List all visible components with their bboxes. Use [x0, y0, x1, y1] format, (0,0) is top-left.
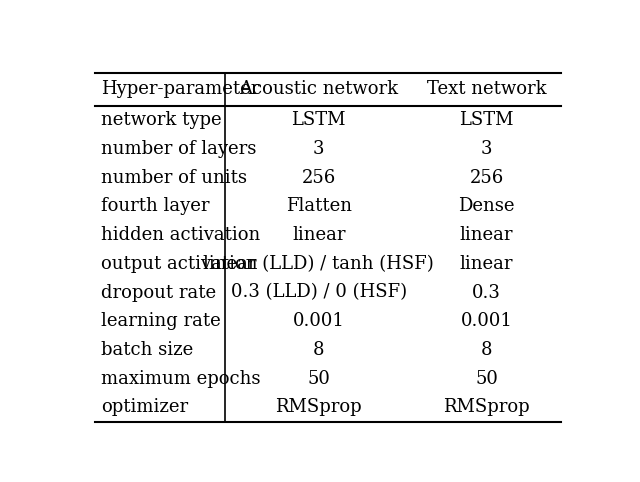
Text: learning rate: learning rate — [101, 312, 221, 330]
Text: Dense: Dense — [458, 198, 515, 215]
Text: linear: linear — [460, 255, 513, 273]
Text: dropout rate: dropout rate — [101, 283, 216, 302]
Text: Text network: Text network — [427, 80, 547, 98]
Text: 0.3 (LLD) / 0 (HSF): 0.3 (LLD) / 0 (HSF) — [230, 283, 407, 302]
Text: 8: 8 — [481, 341, 492, 359]
Text: RMSprop: RMSprop — [444, 398, 530, 416]
Text: 256: 256 — [301, 169, 336, 187]
Text: 3: 3 — [481, 140, 492, 158]
Text: 3: 3 — [313, 140, 324, 158]
Text: Acoustic network: Acoustic network — [239, 80, 398, 98]
Text: LSTM: LSTM — [460, 111, 514, 130]
Text: linear: linear — [460, 226, 513, 244]
Text: fourth layer: fourth layer — [101, 198, 209, 215]
Text: 8: 8 — [313, 341, 324, 359]
Text: 50: 50 — [475, 370, 498, 388]
Text: maximum epochs: maximum epochs — [101, 370, 260, 388]
Text: linear (LLD) / tanh (HSF): linear (LLD) / tanh (HSF) — [204, 255, 434, 273]
Text: 256: 256 — [469, 169, 504, 187]
Text: network type: network type — [101, 111, 221, 130]
Text: 0.3: 0.3 — [472, 283, 501, 302]
Text: 50: 50 — [307, 370, 330, 388]
Text: number of layers: number of layers — [101, 140, 256, 158]
Text: linear: linear — [292, 226, 346, 244]
Text: number of units: number of units — [101, 169, 247, 187]
Text: RMSprop: RMSprop — [275, 398, 362, 416]
Text: 0.001: 0.001 — [461, 312, 513, 330]
Text: output activation: output activation — [101, 255, 257, 273]
Text: Flatten: Flatten — [285, 198, 351, 215]
Text: Hyper-parameter: Hyper-parameter — [101, 80, 259, 98]
Text: optimizer: optimizer — [101, 398, 188, 416]
Text: batch size: batch size — [101, 341, 193, 359]
Text: 0.001: 0.001 — [292, 312, 344, 330]
Text: hidden activation: hidden activation — [101, 226, 260, 244]
Text: LSTM: LSTM — [291, 111, 346, 130]
